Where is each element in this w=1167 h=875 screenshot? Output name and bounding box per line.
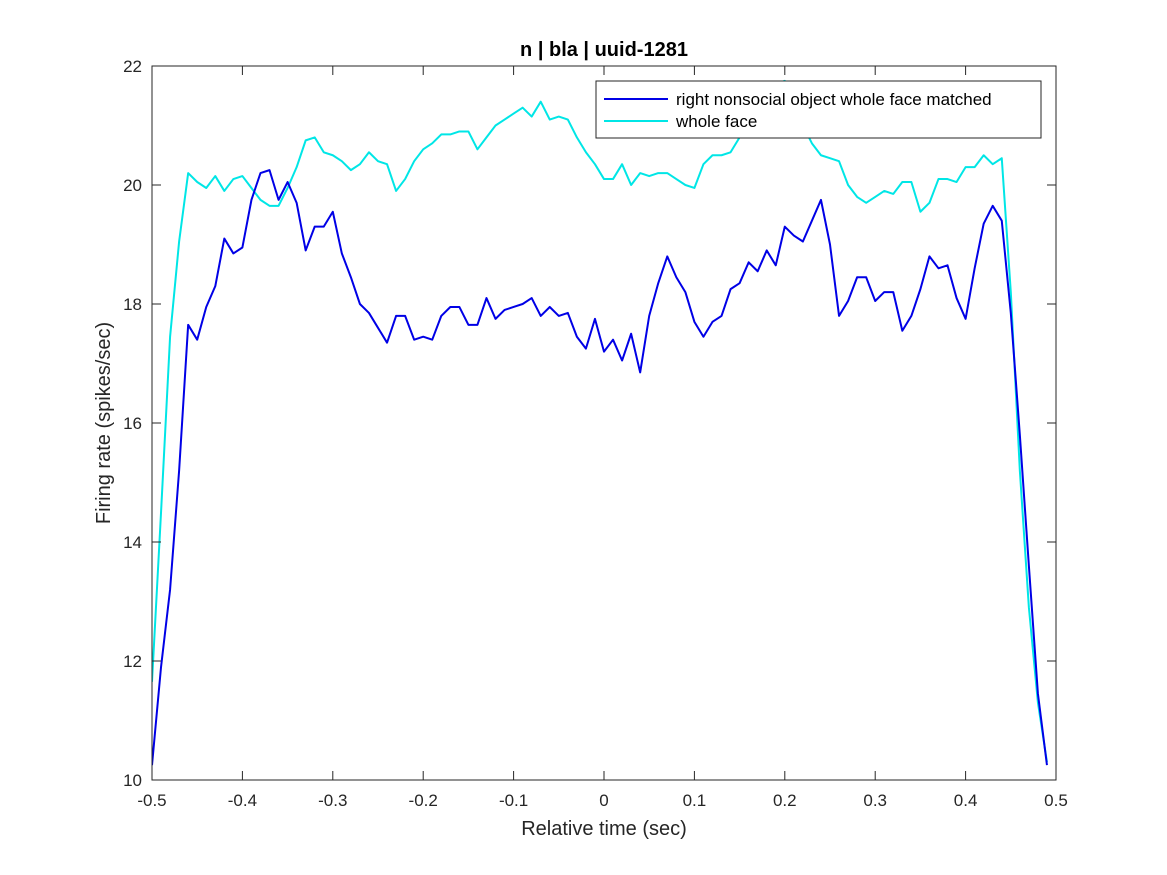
chart-title: n | bla | uuid-1281 [520,39,688,61]
x-tick-label: 0.2 [773,791,797,810]
x-tick-label: -0.3 [318,791,347,810]
x-tick-label: 0.3 [863,791,887,810]
y-tick-label: 10 [123,771,142,790]
legend-label-whole-face: whole face [675,112,757,131]
series-line-whole-face [152,79,1048,763]
legend-label-right-nonsocial: right nonsocial object whole face matche… [676,90,992,109]
y-tick-label: 16 [123,414,142,433]
x-tick-label: -0.1 [499,791,528,810]
y-tick-label: 14 [123,533,142,552]
series-layer [152,79,1048,766]
y-tick-label: 12 [123,652,142,671]
y-axis-label: Firing rate (spikes/sec) [93,322,115,524]
x-tick-label: 0.5 [1044,791,1068,810]
axes-box [151,65,1057,781]
x-tick-label: -0.4 [228,791,257,810]
y-tick-label: 18 [123,295,142,314]
x-tick-label: -0.5 [137,791,166,810]
legend-box [595,80,1042,139]
x-tick-label: 0.4 [954,791,978,810]
x-tick-label: 0.1 [683,791,707,810]
y-tick-label: 22 [123,57,142,76]
x-axis-label: Relative time (sec) [521,818,687,840]
x-tick-label: 0 [599,791,608,810]
y-tick-label: 20 [123,176,142,195]
legend: right nonsocial object whole face matche… [595,80,1042,139]
x-tick-label: -0.2 [409,791,438,810]
plot-area [152,66,1056,780]
series-line-right-nonsocial [152,169,1048,766]
ticks-layer: -0.5 -0.4 -0.3 -0.2 -0.1 0 0.1 0.2 0.3 0.4 0.5 10 12… [123,57,1068,810]
